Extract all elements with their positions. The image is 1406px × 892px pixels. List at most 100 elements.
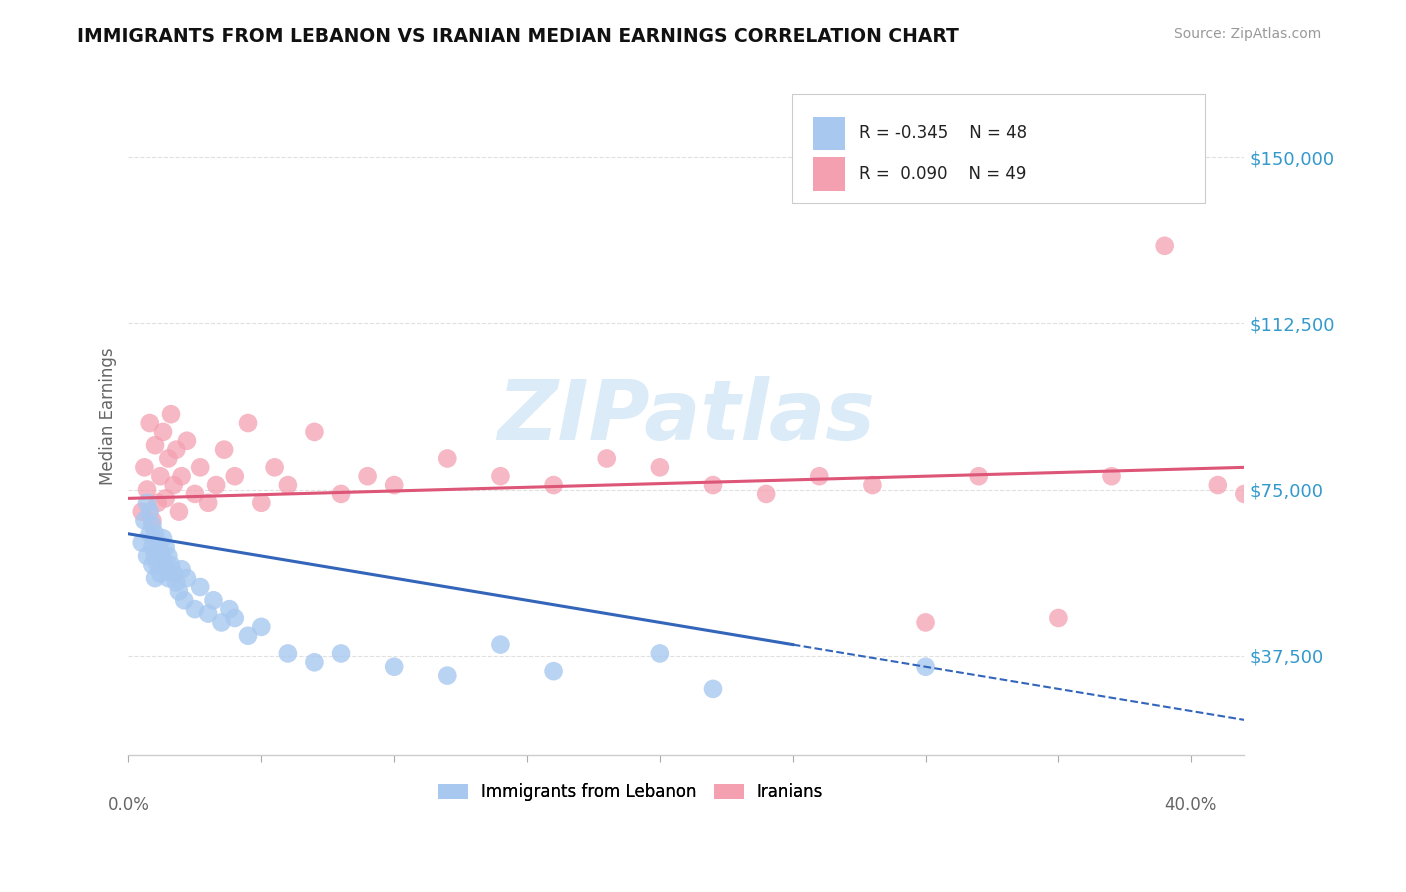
Point: [648, 460, 671, 475]
Point: [202, 593, 225, 607]
Point: [165, 442, 187, 457]
Point: [138, 505, 160, 519]
Point: [236, 416, 259, 430]
Point: [914, 659, 936, 673]
Text: R = -0.345    N = 48: R = -0.345 N = 48: [859, 124, 1028, 143]
Point: [330, 647, 353, 661]
Point: [141, 540, 163, 554]
Point: [702, 681, 724, 696]
Point: [263, 460, 285, 475]
Point: [157, 451, 180, 466]
Point: [212, 442, 235, 457]
Point: [155, 562, 177, 576]
Point: [197, 496, 219, 510]
Point: [155, 491, 177, 506]
Point: [146, 535, 169, 549]
Point: [131, 535, 153, 549]
Point: [188, 580, 211, 594]
Point: [131, 505, 153, 519]
Point: [236, 629, 259, 643]
Point: [382, 478, 405, 492]
Point: [143, 526, 166, 541]
Text: 40.0%: 40.0%: [1164, 796, 1218, 814]
Point: [152, 531, 174, 545]
Point: [143, 438, 166, 452]
Point: [149, 469, 172, 483]
Point: [436, 451, 458, 466]
Point: [382, 659, 405, 673]
Point: [160, 407, 183, 421]
Point: [141, 558, 163, 572]
Point: [157, 549, 180, 563]
Point: [543, 478, 565, 492]
Point: [860, 478, 883, 492]
Point: [218, 602, 240, 616]
Y-axis label: Median Earnings: Median Earnings: [100, 348, 117, 485]
Point: [134, 514, 156, 528]
Text: 0.0%: 0.0%: [107, 796, 149, 814]
Point: [304, 655, 326, 669]
Point: [136, 549, 159, 563]
Point: [188, 460, 211, 475]
Point: [489, 469, 512, 483]
Point: [176, 434, 198, 448]
Point: [134, 460, 156, 475]
Point: [211, 615, 233, 630]
Point: [356, 469, 378, 483]
Point: [149, 544, 172, 558]
FancyBboxPatch shape: [813, 157, 845, 191]
Point: [543, 664, 565, 678]
Point: [967, 469, 990, 483]
FancyBboxPatch shape: [793, 95, 1205, 202]
Point: [143, 571, 166, 585]
Point: [149, 566, 172, 581]
Point: [489, 638, 512, 652]
Point: [167, 505, 190, 519]
Point: [176, 571, 198, 585]
Point: [648, 647, 671, 661]
Text: IMMIGRANTS FROM LEBANON VS IRANIAN MEDIAN EARNINGS CORRELATION CHART: IMMIGRANTS FROM LEBANON VS IRANIAN MEDIA…: [77, 27, 959, 45]
Point: [224, 469, 246, 483]
Point: [152, 425, 174, 439]
Point: [146, 496, 169, 510]
Point: [702, 478, 724, 492]
Point: [165, 575, 187, 590]
FancyBboxPatch shape: [813, 117, 845, 150]
Text: Source: ZipAtlas.com: Source: ZipAtlas.com: [1174, 27, 1322, 41]
Text: ZIPatlas: ZIPatlas: [498, 376, 876, 457]
Point: [1047, 611, 1070, 625]
Point: [136, 483, 159, 497]
Point: [304, 425, 326, 439]
Point: [162, 566, 184, 581]
Legend: Immigrants from Lebanon, Iranians: Immigrants from Lebanon, Iranians: [432, 777, 830, 808]
Point: [205, 478, 228, 492]
Point: [152, 553, 174, 567]
Point: [914, 615, 936, 630]
Point: [277, 647, 299, 661]
Point: [138, 526, 160, 541]
Text: R =  0.090    N = 49: R = 0.090 N = 49: [859, 165, 1026, 183]
Point: [1180, 159, 1202, 173]
Point: [173, 593, 195, 607]
Point: [1233, 487, 1256, 501]
Point: [155, 540, 177, 554]
Point: [184, 602, 207, 616]
Point: [146, 558, 169, 572]
Point: [596, 451, 619, 466]
Point: [224, 611, 246, 625]
Point: [755, 487, 778, 501]
Point: [162, 478, 184, 492]
Point: [157, 571, 180, 585]
Point: [1101, 469, 1123, 483]
Point: [277, 478, 299, 492]
Point: [436, 668, 458, 682]
Point: [141, 514, 163, 528]
Point: [136, 496, 159, 510]
Point: [160, 558, 183, 572]
Point: [250, 496, 273, 510]
Point: [138, 416, 160, 430]
Point: [170, 562, 193, 576]
Point: [330, 487, 353, 501]
Point: [143, 549, 166, 563]
Point: [167, 584, 190, 599]
